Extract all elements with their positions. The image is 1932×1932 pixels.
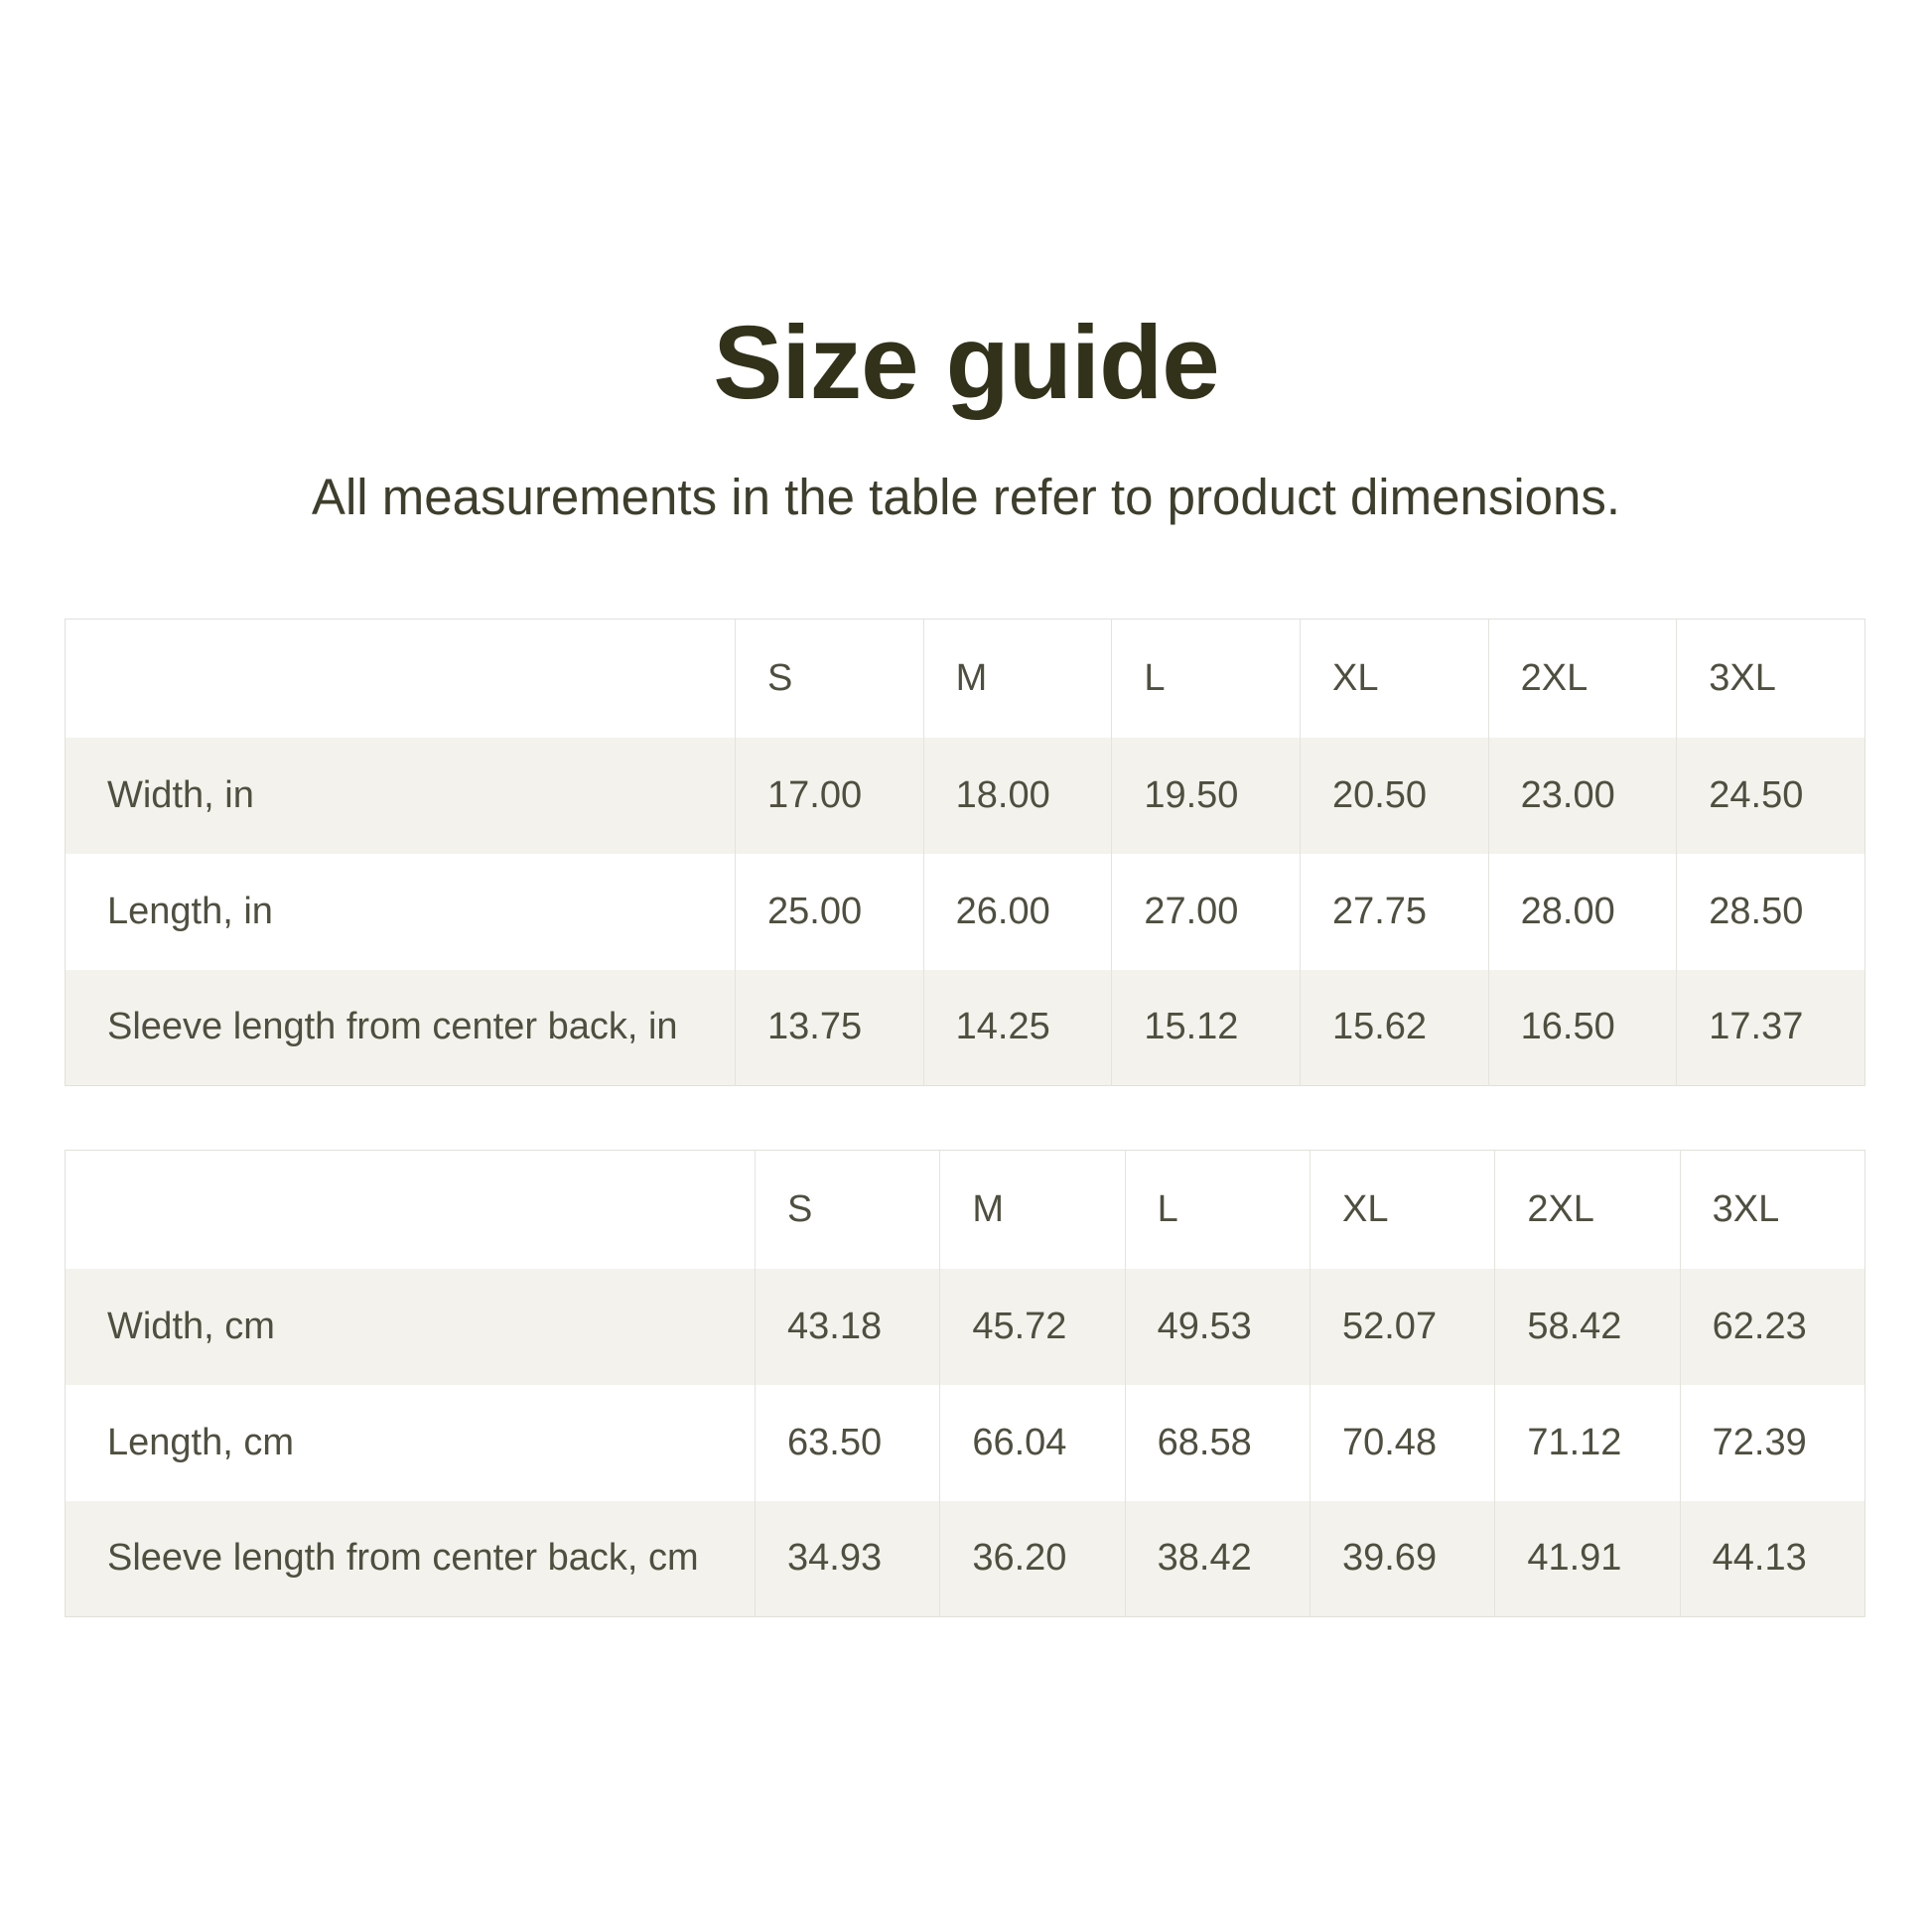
table-row: Width, in 17.00 18.00 19.50 20.50 23.00 24.50 bbox=[65, 737, 1865, 854]
value-cell: 38.42 bbox=[1124, 1500, 1311, 1617]
row-label-cell: Length, in bbox=[107, 890, 273, 932]
value-cell: 36.20 bbox=[939, 1500, 1126, 1617]
row-label-cell: Sleeve length from center back, cm bbox=[107, 1537, 699, 1580]
value-cell: 19.50 bbox=[1111, 737, 1301, 854]
column-header-cell: XL bbox=[1309, 1150, 1495, 1269]
column-header-cell: 3XL bbox=[1679, 1150, 1865, 1269]
value-cell: 18.00 bbox=[922, 737, 1112, 854]
column-header-cell: M bbox=[939, 1150, 1126, 1269]
value-cell: 68.58 bbox=[1124, 1384, 1311, 1501]
size-table-inches: S M L XL 2XL 3XL Width, in 17.00 18.00 19.50 20.50… bbox=[65, 619, 1865, 1086]
value-cell: 58.42 bbox=[1494, 1268, 1681, 1385]
value-cell: 17.00 bbox=[735, 737, 924, 854]
value-cell: 23.00 bbox=[1487, 737, 1677, 854]
value-cell: 44.13 bbox=[1679, 1500, 1865, 1617]
value-cell: 25.00 bbox=[735, 853, 924, 970]
table-row: Sleeve length from center back, in 13.75 1… bbox=[65, 969, 1865, 1086]
value-cell: 14.25 bbox=[922, 969, 1112, 1086]
column-header-cell: L bbox=[1124, 1150, 1311, 1269]
value-cell: 13.75 bbox=[735, 969, 924, 1086]
value-cell: 15.12 bbox=[1111, 969, 1301, 1086]
column-header-cell: 3XL bbox=[1676, 619, 1865, 738]
value-cell: 52.07 bbox=[1309, 1268, 1495, 1385]
value-cell: 43.18 bbox=[754, 1268, 940, 1385]
column-header-cell: S bbox=[735, 619, 924, 738]
table-row: Sleeve length from center back, cm 34.93 3… bbox=[65, 1500, 1865, 1617]
table-row: Width, cm 43.18 45.72 49.53 52.07 58.42 62.23 bbox=[65, 1268, 1865, 1385]
value-cell: 16.50 bbox=[1487, 969, 1677, 1086]
table-row: Length, cm 63.50 66.04 68.58 70.48 71.12 72.39 bbox=[66, 1384, 1865, 1501]
row-label-cell: Width, in bbox=[107, 773, 254, 816]
value-cell: 15.62 bbox=[1299, 969, 1489, 1086]
value-cell: 34.93 bbox=[754, 1500, 940, 1617]
value-cell: 72.39 bbox=[1679, 1384, 1865, 1501]
page-title: Size guide bbox=[713, 305, 1219, 421]
value-cell: 45.72 bbox=[939, 1268, 1126, 1385]
row-label-cell: Sleeve length from center back, in bbox=[107, 1006, 678, 1048]
value-cell: 62.23 bbox=[1679, 1268, 1865, 1385]
column-header-cell: 2XL bbox=[1494, 1150, 1681, 1269]
header-corner-cell bbox=[66, 620, 736, 738]
row-label-cell: Length, cm bbox=[107, 1421, 294, 1463]
table-header-row: S M L XL 2XL 3XL bbox=[66, 1150, 1865, 1269]
column-header-cell: M bbox=[922, 619, 1112, 738]
page-subtitle: All measurements in the table refer to p… bbox=[311, 469, 1621, 525]
value-cell: 17.37 bbox=[1676, 969, 1865, 1086]
column-header-cell: S bbox=[754, 1150, 940, 1269]
value-cell: 71.12 bbox=[1494, 1384, 1681, 1501]
value-cell: 27.00 bbox=[1111, 853, 1301, 970]
value-cell: 24.50 bbox=[1676, 737, 1865, 854]
value-cell: 70.48 bbox=[1309, 1384, 1495, 1501]
column-header-cell: XL bbox=[1299, 619, 1489, 738]
size-table-cm: S M L XL 2XL 3XL Width, cm 43.18 45.72 49.53 52.07… bbox=[65, 1150, 1865, 1617]
column-header-cell: L bbox=[1111, 619, 1301, 738]
value-cell: 41.91 bbox=[1494, 1500, 1681, 1617]
header-corner-cell bbox=[66, 1151, 756, 1269]
value-cell: 26.00 bbox=[922, 853, 1112, 970]
table-row: Length, in 25.00 26.00 27.00 27.75 28.00 28.50 bbox=[66, 853, 1865, 970]
value-cell: 49.53 bbox=[1124, 1268, 1311, 1385]
value-cell: 28.00 bbox=[1487, 853, 1677, 970]
value-cell: 27.75 bbox=[1299, 853, 1489, 970]
value-cell: 66.04 bbox=[939, 1384, 1126, 1501]
value-cell: 39.69 bbox=[1309, 1500, 1495, 1617]
value-cell: 28.50 bbox=[1676, 853, 1865, 970]
value-cell: 63.50 bbox=[754, 1384, 940, 1501]
column-header-cell: 2XL bbox=[1487, 619, 1677, 738]
row-label-cell: Width, cm bbox=[107, 1305, 275, 1347]
value-cell: 20.50 bbox=[1299, 737, 1489, 854]
table-header-row: S M L XL 2XL 3XL bbox=[66, 619, 1865, 738]
